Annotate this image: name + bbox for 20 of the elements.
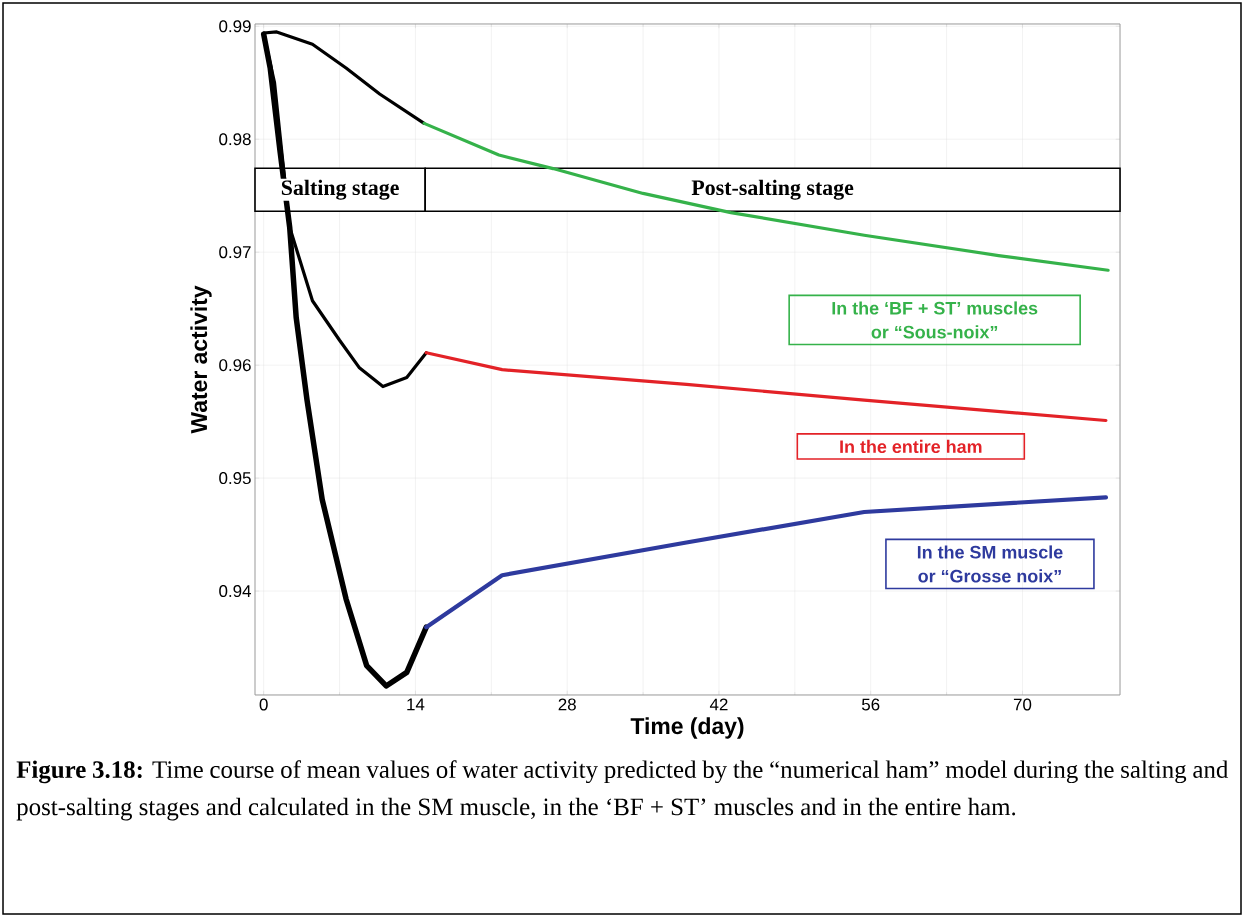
y-tick-label: 0.99 <box>219 20 251 33</box>
text: Figure 3.18: Time course of mean values of water activity predicted by the “numerical ham” model during the salting and post-salting stages and calculated in the SM muscle, in the ‘BF + ST’ muscles and in the entire ham. <box>16 760 1229 821</box>
y-tick-label: 0.96 <box>219 359 251 372</box>
y-tick-label: 0.98 <box>219 133 251 146</box>
y-tick-label: 0.95 <box>219 472 251 485</box>
band-label: Salting stage <box>281 179 399 200</box>
x-tick-label: 42 <box>709 698 728 711</box>
x-tick-label: 0 <box>259 698 268 711</box>
y-axis-title: Water activity <box>190 285 212 434</box>
x-tick-label: 28 <box>558 698 576 711</box>
x-tick-label: 56 <box>861 698 880 711</box>
series-label: In the entire ham <box>840 439 982 454</box>
x-tick-label: 70 <box>1013 698 1032 711</box>
band-label: Post-salting stage <box>691 179 854 200</box>
y-tick-label: 0.97 <box>219 246 251 259</box>
text: In the ‘BF + ST’ muscles or “Sous-noix” <box>832 301 1038 339</box>
x-axis-title: Time (day) <box>630 717 744 739</box>
y-tick-label: 0.94 <box>219 585 251 598</box>
x-tick-label: 14 <box>407 698 425 711</box>
text: In the SM muscle or “Grosse noix” <box>917 545 1063 583</box>
